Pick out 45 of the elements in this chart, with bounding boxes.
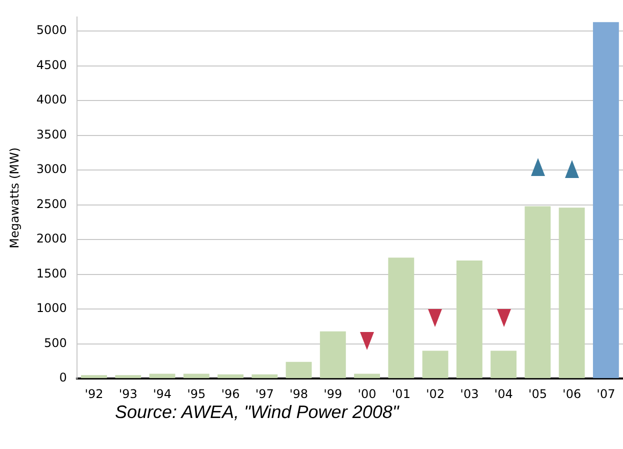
bar	[252, 374, 278, 378]
bar	[592, 22, 619, 378]
y-tick-label: 5000	[36, 23, 67, 38]
bar	[354, 374, 380, 378]
bar	[524, 206, 551, 378]
bar	[115, 375, 142, 378]
y-tick-label: 3000	[36, 162, 67, 176]
x-tick-label: '93	[118, 386, 138, 401]
bar	[422, 350, 448, 378]
x-tick-label: '05	[528, 386, 547, 401]
bar	[149, 374, 176, 378]
x-tick-label: '92	[84, 386, 104, 401]
y-tick-label: 1000	[36, 301, 67, 316]
bar	[320, 331, 346, 378]
x-tick-label: '06	[562, 386, 582, 401]
bar	[81, 375, 107, 378]
x-tick-label: '00	[358, 386, 376, 401]
x-tick-label: '04	[494, 386, 513, 401]
x-tick-label: '97	[255, 386, 274, 401]
y-axis-title: Megawatts (MW)	[7, 147, 22, 248]
bar	[388, 258, 414, 378]
bar	[558, 208, 585, 378]
y-tick-label: 500	[44, 336, 67, 350]
x-tick-label: '07	[596, 386, 616, 401]
source-note: Source: AWEA, "Wind Power 2008"	[115, 402, 399, 423]
y-tick-label: 0	[59, 370, 67, 385]
y-tick-label: 1500	[36, 266, 67, 280]
y-tick-label: 3500	[36, 127, 67, 142]
x-tick-label: '99	[324, 386, 342, 401]
y-tick-label: 2500	[36, 196, 67, 211]
bar	[183, 374, 210, 378]
x-tick-label: '03	[460, 386, 479, 401]
y-tick-label: 2000	[36, 232, 67, 246]
bar	[218, 374, 244, 378]
bar	[490, 350, 517, 378]
x-tick-label: '96	[221, 386, 240, 401]
bar	[456, 260, 482, 378]
bar	[286, 362, 312, 378]
x-tick-label: '98	[289, 386, 308, 401]
y-tick-label: 4000	[36, 92, 67, 107]
x-tick-label: '94	[152, 386, 172, 401]
x-tick-label: '95	[187, 386, 206, 401]
x-tick-label: '01	[392, 386, 410, 401]
y-tick-label: 4500	[36, 58, 67, 72]
x-tick-label: '02	[426, 386, 445, 401]
